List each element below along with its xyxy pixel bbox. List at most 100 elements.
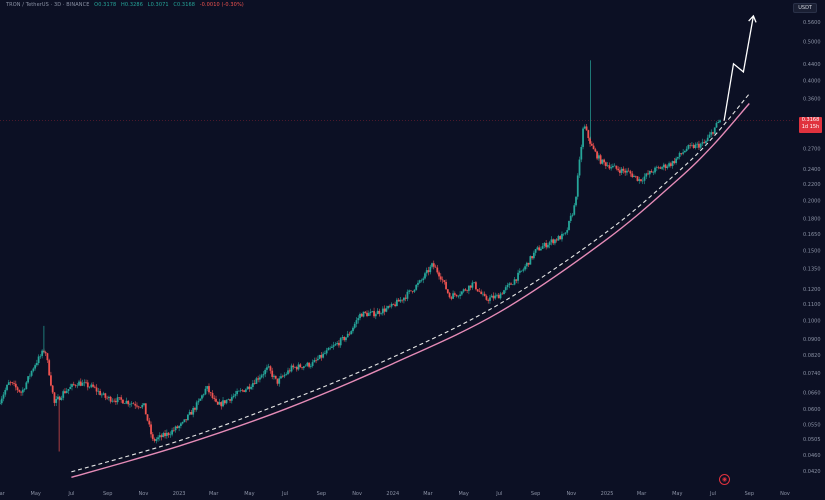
candle-body bbox=[264, 369, 267, 375]
candle-body bbox=[13, 383, 15, 384]
candle-body bbox=[501, 293, 504, 295]
x-tick-label: May bbox=[458, 491, 468, 497]
candle-body bbox=[366, 312, 368, 317]
symbol-label[interactable]: TRON / TetherUS · 3D · BINANCE bbox=[6, 2, 90, 8]
candle-body bbox=[27, 376, 29, 383]
candle-body bbox=[640, 179, 642, 182]
candle-body bbox=[100, 394, 103, 396]
candle-body bbox=[290, 365, 293, 372]
candle-body bbox=[564, 232, 567, 234]
x-tick-label: May bbox=[31, 491, 41, 497]
candle-body bbox=[144, 403, 147, 415]
y-tick-label: 0.1500 bbox=[803, 248, 821, 254]
candle-body bbox=[50, 375, 52, 386]
candle-body bbox=[269, 366, 272, 371]
x-tick-label: Mar bbox=[423, 491, 433, 497]
candle-body bbox=[85, 382, 87, 383]
last-price-badge: 0.3168 1d 15h bbox=[799, 116, 822, 133]
candle-body bbox=[499, 293, 502, 299]
candle-body bbox=[675, 158, 678, 164]
candle-body bbox=[97, 390, 100, 392]
x-tick-label: Nov bbox=[780, 491, 790, 497]
candle-body bbox=[601, 159, 604, 164]
candle-body bbox=[608, 165, 611, 169]
candle-body bbox=[482, 293, 484, 295]
candle-body bbox=[57, 396, 59, 400]
candle-body bbox=[132, 403, 135, 405]
candle-body bbox=[69, 386, 72, 390]
candle-body bbox=[107, 396, 110, 399]
candle-body bbox=[283, 374, 286, 377]
y-tick-label: 0.3600 bbox=[803, 97, 821, 103]
tradingview-logo-icon[interactable]: ◉ bbox=[719, 474, 730, 485]
candle-body bbox=[683, 150, 686, 153]
candle-body bbox=[297, 364, 300, 370]
candle-body bbox=[64, 391, 66, 394]
candle-body bbox=[388, 305, 391, 307]
candle-body bbox=[137, 406, 140, 408]
candle-body bbox=[680, 153, 683, 154]
candle-body bbox=[701, 142, 704, 144]
dashed-trend-curve[interactable] bbox=[71, 93, 750, 473]
candle-body bbox=[255, 378, 258, 384]
candle-body bbox=[104, 393, 107, 398]
projection-arrow-path[interactable] bbox=[723, 15, 755, 121]
candle-body bbox=[181, 421, 184, 424]
candle-body bbox=[234, 394, 237, 396]
candle-body bbox=[250, 386, 253, 389]
candle-body bbox=[253, 383, 256, 384]
candle-body bbox=[450, 297, 453, 299]
candle-body bbox=[257, 378, 260, 380]
candle-body bbox=[299, 364, 302, 368]
candle-body bbox=[617, 168, 620, 171]
candle-body bbox=[559, 236, 562, 240]
candle-body bbox=[582, 128, 584, 147]
candle-body bbox=[459, 294, 462, 296]
candle-body bbox=[446, 289, 449, 293]
candle-body bbox=[494, 295, 497, 299]
support-curve[interactable] bbox=[71, 103, 750, 478]
candle-body bbox=[410, 290, 412, 292]
candle-body bbox=[237, 390, 240, 392]
candle-body bbox=[280, 376, 282, 379]
candle-body bbox=[215, 398, 217, 402]
candle-body bbox=[53, 392, 56, 403]
candle-body bbox=[703, 142, 706, 143]
candle-body bbox=[645, 173, 648, 177]
candle-body bbox=[320, 354, 323, 358]
candle-body bbox=[417, 282, 419, 285]
currency-label[interactable]: USDT bbox=[793, 3, 817, 13]
candle-body bbox=[6, 384, 8, 390]
candle-body bbox=[394, 304, 397, 307]
candle-body bbox=[285, 374, 288, 375]
candle-body bbox=[415, 284, 418, 290]
candle-body bbox=[88, 386, 91, 388]
candle-body bbox=[116, 397, 119, 403]
candle-body bbox=[162, 433, 165, 438]
candle-body bbox=[453, 293, 456, 295]
candle-body bbox=[719, 120, 721, 122]
candle-body bbox=[127, 400, 130, 405]
candle-body bbox=[51, 385, 54, 393]
candle-body bbox=[178, 425, 181, 429]
candle-body bbox=[395, 299, 398, 307]
x-tick-label: Jul bbox=[495, 491, 502, 497]
candle-body bbox=[589, 138, 591, 144]
candle-body bbox=[16, 387, 19, 391]
candle-body bbox=[620, 168, 623, 173]
candle-body bbox=[218, 402, 221, 405]
x-tick-label: Sep bbox=[317, 491, 326, 497]
candle-body bbox=[485, 296, 488, 300]
candle-body bbox=[622, 168, 625, 171]
candle-body bbox=[508, 283, 511, 285]
candle-body bbox=[647, 173, 649, 175]
candle-body bbox=[504, 287, 507, 291]
candle-body bbox=[208, 386, 210, 393]
candle-body bbox=[580, 146, 583, 160]
chart-header: TRON / TetherUS · 3D · BINANCE O0.3178 H… bbox=[6, 2, 247, 8]
candle-body bbox=[473, 282, 476, 283]
candle-body bbox=[39, 355, 42, 357]
candle-body bbox=[603, 159, 606, 163]
change-value: -0.0010 (-0.30%) bbox=[199, 2, 244, 8]
